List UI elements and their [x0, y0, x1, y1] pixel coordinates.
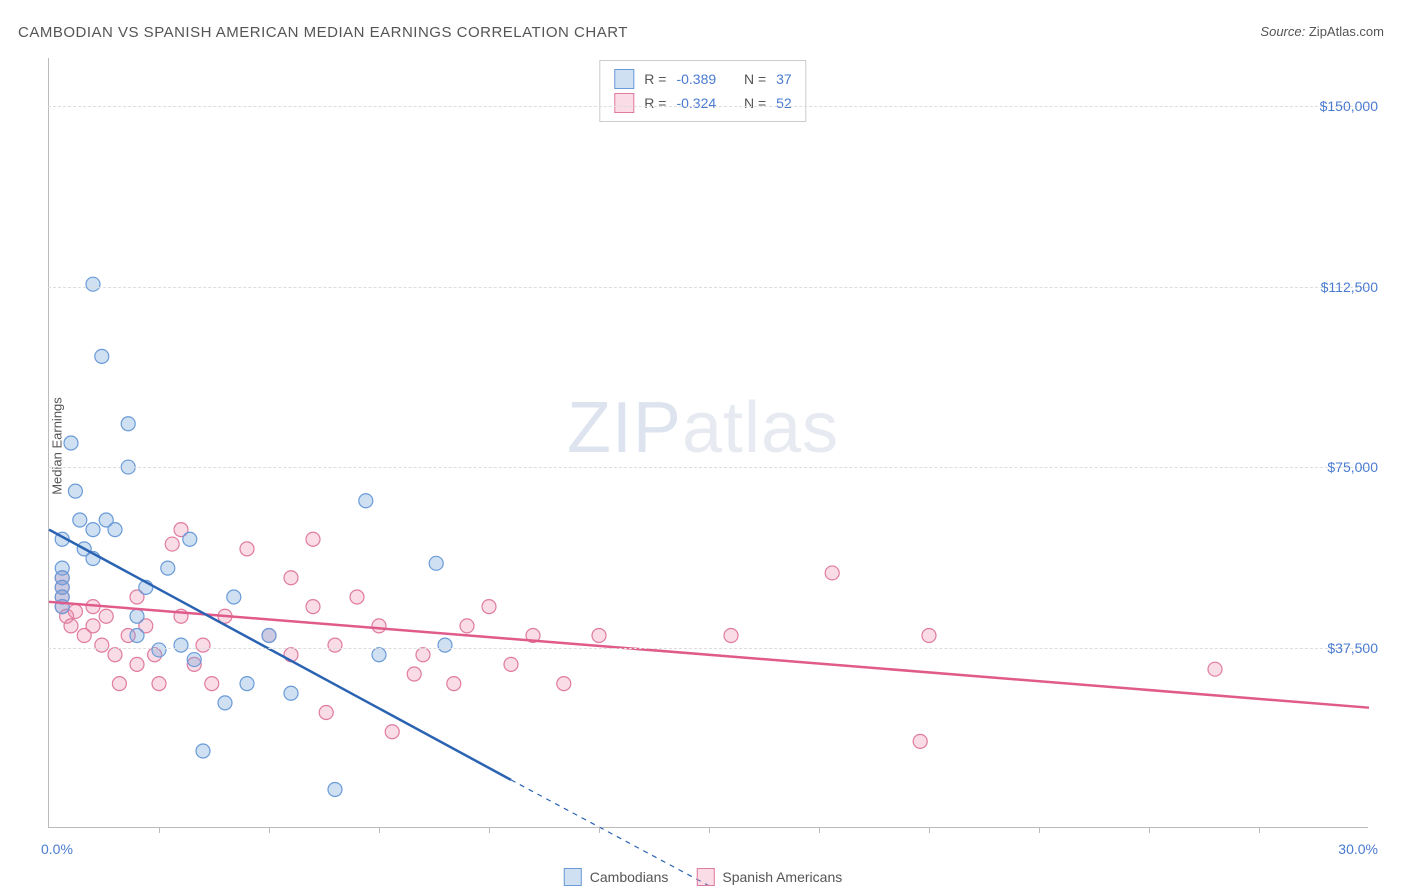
x-axis-end-label: 30.0%	[1338, 841, 1378, 857]
y-tick-label: $150,000	[1320, 98, 1378, 114]
source-label: Source:	[1260, 24, 1305, 39]
correlation-stats-box: R = -0.389 N = 37 R = -0.324 N = 52	[599, 60, 806, 122]
source-value: ZipAtlas.com	[1309, 24, 1384, 39]
bottom-legend: Cambodians Spanish Americans	[564, 868, 842, 886]
x-tick	[269, 827, 270, 833]
plot-area: 0.0% 30.0%	[48, 58, 1368, 828]
n-label: N =	[744, 95, 766, 111]
n-value-series1: 37	[776, 71, 792, 87]
x-tick	[599, 827, 600, 833]
r-label: R =	[644, 95, 666, 111]
swatch-series1	[614, 69, 634, 89]
legend-item-series2: Spanish Americans	[696, 868, 842, 886]
chart-svg	[49, 58, 1368, 827]
x-tick	[929, 827, 930, 833]
legend-label-series1: Cambodians	[590, 869, 669, 885]
x-tick	[159, 827, 160, 833]
stats-row-series1: R = -0.389 N = 37	[614, 67, 791, 91]
n-label: N =	[744, 71, 766, 87]
source-attribution: Source: ZipAtlas.com	[1260, 24, 1384, 39]
y-tick-label: $75,000	[1327, 459, 1378, 475]
x-tick	[1039, 827, 1040, 833]
swatch-series2	[614, 93, 634, 113]
x-tick	[1149, 827, 1150, 833]
x-tick	[379, 827, 380, 833]
legend-label-series2: Spanish Americans	[722, 869, 842, 885]
r-label: R =	[644, 71, 666, 87]
stats-row-series2: R = -0.324 N = 52	[614, 91, 791, 115]
grid-line	[48, 648, 1368, 649]
legend-item-series1: Cambodians	[564, 868, 669, 886]
y-tick-label: $37,500	[1327, 640, 1378, 656]
n-value-series2: 52	[776, 95, 792, 111]
grid-line	[48, 287, 1368, 288]
r-value-series2: -0.324	[676, 95, 716, 111]
grid-line	[48, 467, 1368, 468]
y-tick-label: $112,500	[1321, 279, 1378, 295]
r-value-series1: -0.389	[676, 71, 716, 87]
x-tick	[709, 827, 710, 833]
x-tick	[819, 827, 820, 833]
x-tick	[1259, 827, 1260, 833]
grid-line	[48, 106, 1368, 107]
chart-title: CAMBODIAN VS SPANISH AMERICAN MEDIAN EAR…	[18, 24, 628, 41]
x-tick	[489, 827, 490, 833]
legend-swatch-series2	[696, 868, 714, 886]
legend-swatch-series1	[564, 868, 582, 886]
x-axis-start-label: 0.0%	[41, 841, 73, 857]
